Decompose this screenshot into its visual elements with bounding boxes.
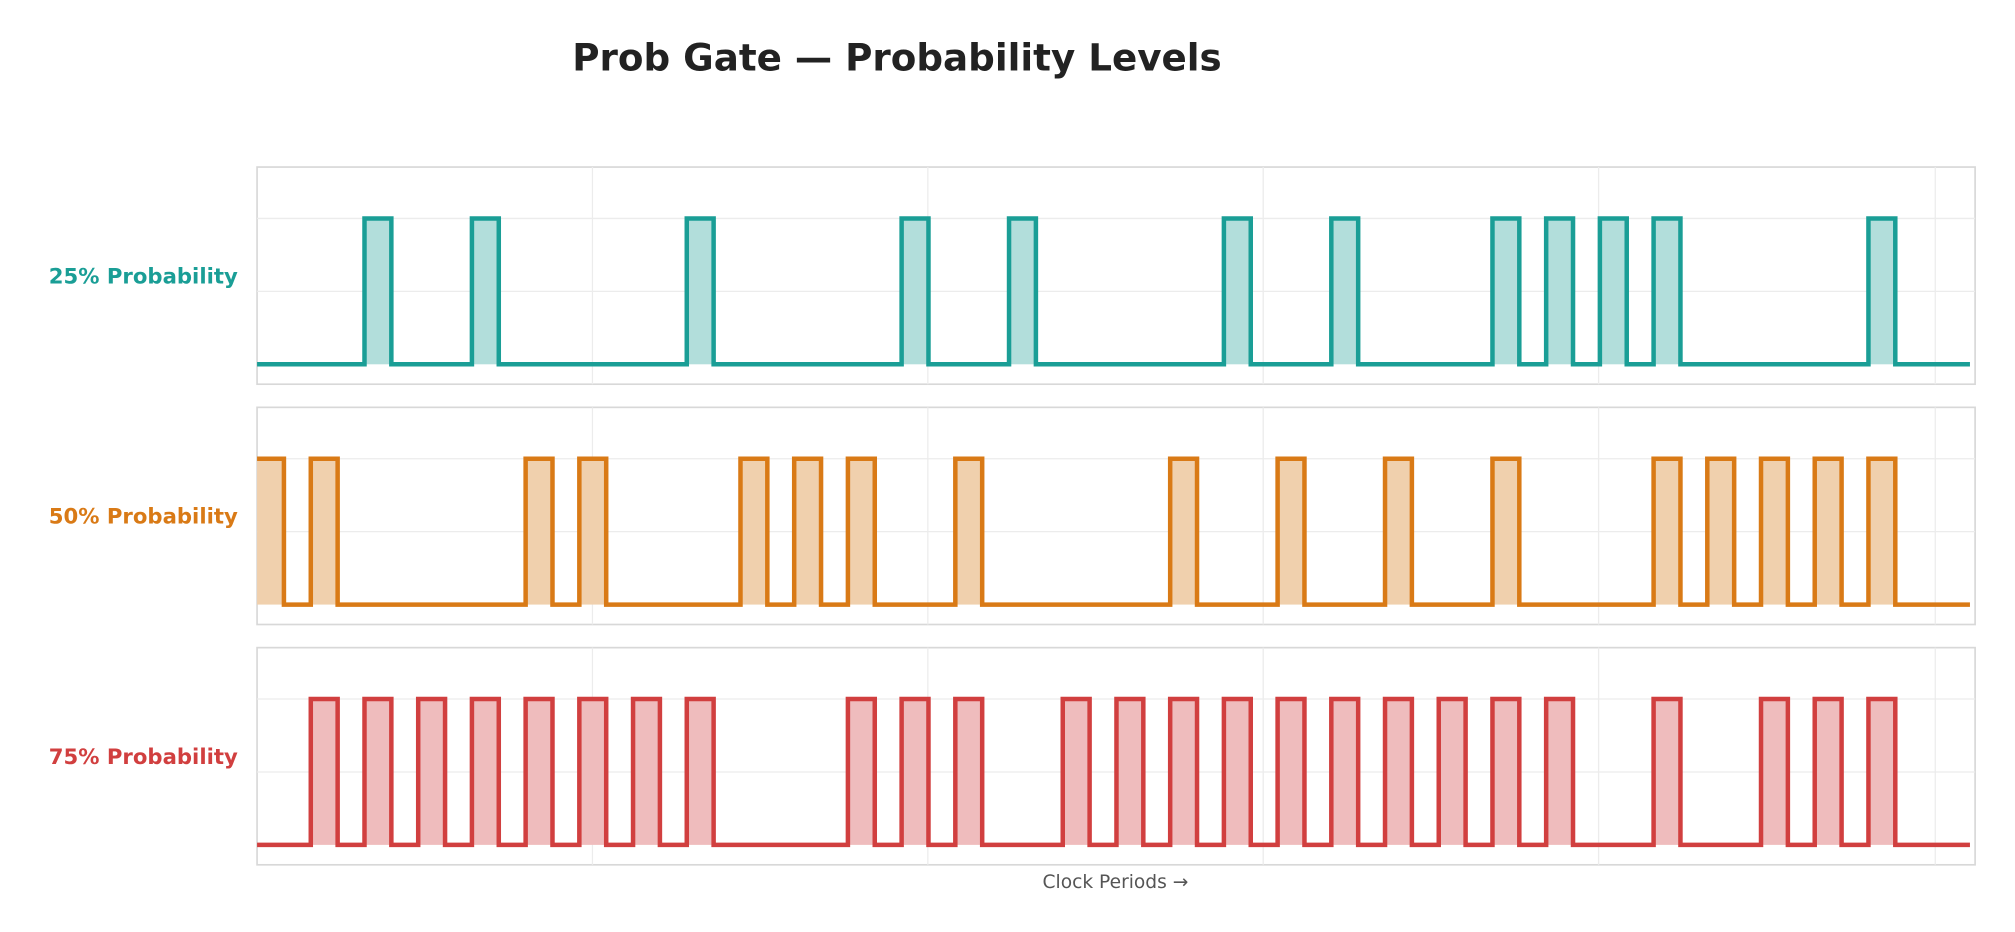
- pulse-17: [1170, 458, 1198, 605]
- pulse-11: [847, 699, 875, 845]
- signal-line: [257, 216, 1970, 367]
- pulse-9: [740, 458, 768, 605]
- pulse-23: [1492, 458, 1520, 605]
- signal-line: [257, 696, 1970, 848]
- series-label: 25% Probability: [49, 263, 238, 288]
- pulse-10: [794, 458, 822, 605]
- pulse-12: [901, 218, 929, 365]
- pulse-14: [1009, 218, 1036, 365]
- pulse-23: [1492, 218, 1520, 365]
- pulse-30: [1868, 218, 1896, 365]
- pulse-29: [1814, 458, 1842, 605]
- pulse-7: [633, 699, 660, 845]
- pulse-18: [1223, 218, 1251, 365]
- pulse-30: [1868, 458, 1896, 605]
- pulse-23: [1492, 699, 1520, 845]
- pulse-5: [525, 458, 553, 605]
- panel-2: 50% Probability: [49, 406, 1976, 626]
- pulse-20: [1331, 218, 1359, 365]
- pulse-11: [847, 458, 875, 605]
- series-label: 75% Probability: [49, 744, 238, 769]
- pulse-12: [901, 699, 929, 845]
- pulse-28: [1761, 458, 1788, 605]
- pulse-21: [1385, 458, 1412, 605]
- signal-line: [257, 456, 1970, 607]
- pulse-21: [1385, 699, 1412, 845]
- pulse-4: [471, 699, 499, 845]
- pulse-19: [1277, 699, 1305, 845]
- x-axis-label: Clock Periods →: [1043, 872, 1189, 893]
- pulse-16: [1116, 699, 1144, 845]
- pulse-6: [579, 699, 607, 845]
- pulse-18: [1223, 699, 1251, 845]
- panel-1: 25% Probability: [49, 166, 1976, 386]
- chart-title: Prob Gate — Probability Levels: [572, 36, 1221, 80]
- pulse-26: [1653, 218, 1681, 365]
- pulse-26: [1653, 458, 1681, 605]
- pulse-22: [1438, 699, 1466, 845]
- pulse-4: [471, 218, 499, 365]
- series-label: 50% Probability: [49, 504, 238, 529]
- panel-frame: [256, 166, 1976, 386]
- pulse-3: [418, 699, 446, 845]
- pulse-17: [1170, 699, 1198, 845]
- pulse-1: [310, 699, 338, 845]
- pulse-6: [579, 458, 607, 605]
- pulse-26: [1653, 699, 1681, 845]
- pulse-28: [1761, 699, 1788, 845]
- pulse-0: [257, 458, 284, 605]
- pulse-15: [1062, 699, 1090, 845]
- pulse-13: [955, 699, 983, 845]
- pulse-24: [1546, 699, 1574, 845]
- pulse-5: [525, 699, 553, 845]
- pulse-8: [686, 699, 714, 845]
- pulse-29: [1814, 699, 1842, 845]
- pulse-27: [1707, 458, 1735, 605]
- pulse-2: [364, 699, 392, 845]
- pulse-13: [955, 458, 983, 605]
- pulse-24: [1546, 218, 1574, 365]
- pulse-1: [310, 458, 338, 605]
- panel-3: 75% Probability: [49, 646, 1976, 866]
- pulse-20: [1331, 699, 1359, 845]
- pulse-25: [1599, 218, 1627, 365]
- pulse-30: [1868, 699, 1896, 845]
- pulse-8: [686, 218, 714, 365]
- pulse-19: [1277, 458, 1305, 605]
- pulse-2: [364, 218, 392, 365]
